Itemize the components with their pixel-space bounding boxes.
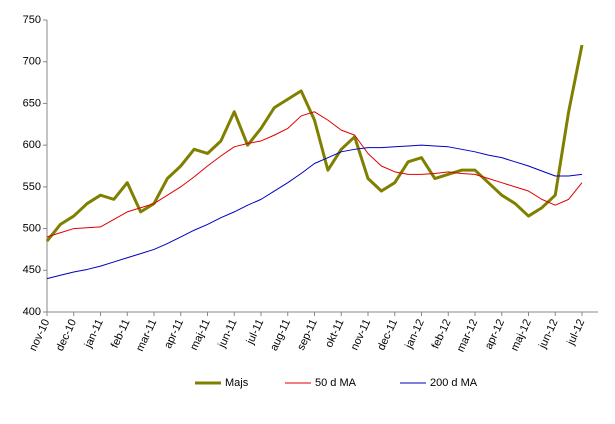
x-tick-label: jun-11 [216,317,240,350]
x-tick-label: maj-12 [509,317,534,353]
legend-label: 50 d MA [315,377,357,389]
x-tick-label: mar-11 [134,317,159,353]
x-tick-label: sep-11 [295,317,320,352]
x-tick-label: dec-11 [375,317,400,352]
series-line [46,111,583,238]
x-tick-label: jul-12 [565,317,588,347]
x-tick-label: maj-11 [188,317,213,352]
series-line [46,144,583,280]
x-tick-label: okt-11 [323,317,346,349]
legend-label: 200 d MA [430,377,478,389]
x-tick-label: nov-11 [349,317,374,352]
y-tick-label: 500 [23,222,41,234]
y-tick-label: 550 [23,181,41,193]
series-line [45,44,584,243]
y-tick-label: 400 [23,306,41,318]
x-tick-label: apr-12 [483,317,507,351]
x-tick-label: jan-12 [403,317,427,351]
x-tick-label: feb-12 [430,317,454,350]
x-tick-label: aug-11 [268,317,293,352]
y-tick-label: 750 [23,14,41,26]
x-tick-label: jul-11 [244,317,266,347]
x-tick-label: feb-11 [109,317,133,350]
x-tick-label: nov-10 [27,317,52,353]
x-tick-label: jan-11 [82,317,106,350]
legend-label: Majs [225,377,249,389]
x-tick-label: mar-12 [455,317,481,354]
y-tick-label: 450 [23,264,41,276]
y-tick-label: 700 [23,56,41,68]
y-tick-label: 650 [23,97,41,109]
x-tick-label: apr-11 [162,317,186,350]
x-tick-label: jun-12 [536,317,560,351]
x-tick-label: dec-10 [54,317,79,353]
y-tick-label: 600 [23,139,41,151]
